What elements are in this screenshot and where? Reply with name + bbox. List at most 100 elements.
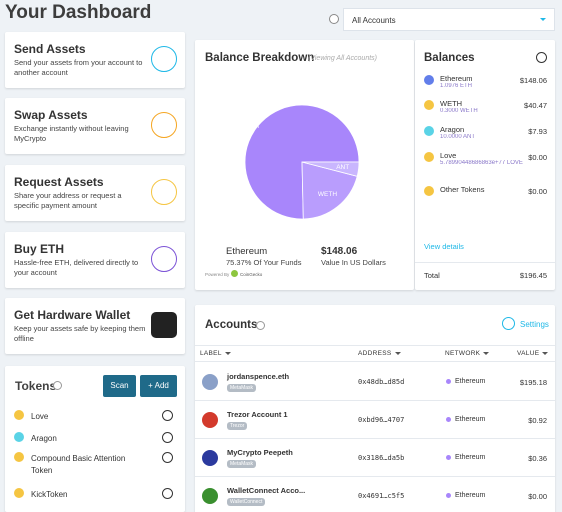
balances-title: Balances [424,52,475,64]
account-label: Trezor Account 1 [227,410,288,419]
balances-toggle[interactable] [536,52,547,63]
token-chevron[interactable] [162,488,173,499]
account-label: WalletConnect Acco... [227,486,306,495]
balance-row: Other Tokens $0.00 [415,184,555,204]
action-title: Buy ETH [14,242,65,256]
settings-link[interactable]: Settings [520,320,549,329]
wallet-tag: WalletConnect [227,498,266,506]
pie-slice[interactable] [301,161,358,220]
account-label: MyCrypto Peepeth [227,448,293,457]
add-button[interactable]: + Add [140,375,177,397]
account-value: $0.00 [528,492,547,501]
account-row[interactable]: Trezor Account 1 Trezor 0xbd96…4707 Ethereu… [195,401,555,439]
accounts-title: Accounts [205,319,258,331]
balance-name: Aragon [440,125,465,134]
token-row[interactable]: Compound Basic Attention Token [5,452,185,476]
accounts-card: Accounts Settings LABEL ADDRESS NETWORK VALUE… [195,305,555,512]
account-value: $0.92 [528,416,547,425]
balance-name: WETH [440,99,463,108]
action-description: Keep your assets safe by keeping them of… [14,324,146,343]
total-label: Total [424,271,440,280]
provider-name: CoinGecko [240,272,263,277]
account-selector[interactable]: All Accounts [343,8,555,31]
help-icon[interactable] [329,14,339,24]
column-header[interactable]: LABEL [200,350,231,357]
balance-amount: 1.0976 ETH [440,83,473,89]
value-caption: Value In US Dollars [321,258,386,267]
header-row [195,345,555,362]
token-row[interactable]: KickToken [5,488,185,500]
balance-amount: 10.0000 ANT [440,134,476,140]
action-description: Hassle-free ETH, delivered directly to y… [14,258,139,277]
action-icon [151,179,177,205]
action-card[interactable]: Get Hardware Wallet Keep your assets safe… [5,298,185,354]
action-card[interactable]: Send Assets Send your assets from your ac… [5,32,185,88]
provider-logo [231,270,238,277]
balance-breakdown-card: Balance Breakdown (Viewing All Accounts) E… [195,40,414,290]
column-header[interactable]: ADDRESS [358,350,401,357]
tokens-title: Tokens [15,379,57,393]
action-icon [151,246,177,272]
token-chevron[interactable] [162,410,173,421]
action-icon [151,46,177,72]
balance-name: Love [440,151,457,160]
token-icon [14,432,24,442]
network-dot [446,379,451,384]
pie-slice[interactable] [301,161,360,177]
asset-share: 75.37% Of Your Funds [226,258,302,267]
account-avatar [202,488,218,504]
account-row[interactable]: jordanspence.eth MetaMask 0x48db…d85d Ether… [195,363,555,401]
balance-icon [424,126,434,136]
account-address: 0x48db…d85d [358,378,405,386]
account-network: Ethereum [455,416,486,423]
account-row[interactable]: MyCrypto Peepeth MetaMask 0x3186…da5b Ether… [195,439,555,477]
pie-slice[interactable] [244,104,360,220]
action-card[interactable]: Request Assets Share your address or requ… [5,165,185,221]
account-avatar [202,450,218,466]
balance-icon [424,186,434,196]
account-label: jordanspence.eth [227,372,290,381]
action-title: Request Assets [14,175,104,189]
chevron [540,18,546,21]
token-row[interactable]: Love [5,410,185,422]
action-icon [151,112,177,138]
action-description: Send your assets from your account to an… [14,58,143,77]
account-avatar [202,412,218,428]
account-row[interactable]: WalletConnect Acco... WalletConnect 0x4691… [195,477,555,512]
help-icon[interactable] [256,321,265,330]
balance-row: WETH 0.3000 WETH $40.47 [415,98,555,118]
token-icon [14,452,24,462]
breakdown-subtitle: (Viewing All Accounts) [308,55,377,62]
view-details-link[interactable]: View details [424,242,464,251]
action-card[interactable]: Swap Assets Exchange instantly without le… [5,98,185,154]
token-row[interactable]: Aragon [5,432,185,444]
balance-row: Ethereum 1.0976 ETH $148.06 [415,73,555,93]
pie-label: ANT [336,164,349,171]
account-network: Ethereum [455,378,486,385]
balance-icon [424,100,434,110]
sort-arrow [224,352,231,355]
balance-amount: 5.78990448686863e+77 LOVE [440,160,523,166]
pie-label: WETH [318,191,337,198]
sort-arrow [394,352,401,355]
account-address: 0xbd96…4707 [358,416,405,424]
settings-icon[interactable] [502,317,515,330]
action-title: Swap Assets [14,108,88,122]
column-header[interactable]: NETWORK [445,350,490,357]
action-card[interactable]: Buy ETH Hassle-free ETH, delivered direct… [5,232,185,288]
column-header[interactable]: VALUE [517,350,549,357]
help-icon[interactable] [53,381,62,390]
network-dot [446,455,451,460]
account-selector-text: All Accounts [352,16,396,25]
balance-name: Other Tokens [440,185,485,194]
account-network: Ethereum [455,454,486,461]
scan-button[interactable]: Scan [103,375,136,397]
balance-amount: 0.3000 WETH [440,108,478,114]
token-chevron[interactable] [162,432,173,443]
token-name: KickToken [31,490,68,499]
account-value: $0.36 [528,454,547,463]
token-chevron[interactable] [162,452,173,463]
balance-icon [424,152,434,162]
balance-value: $7.93 [528,127,547,136]
